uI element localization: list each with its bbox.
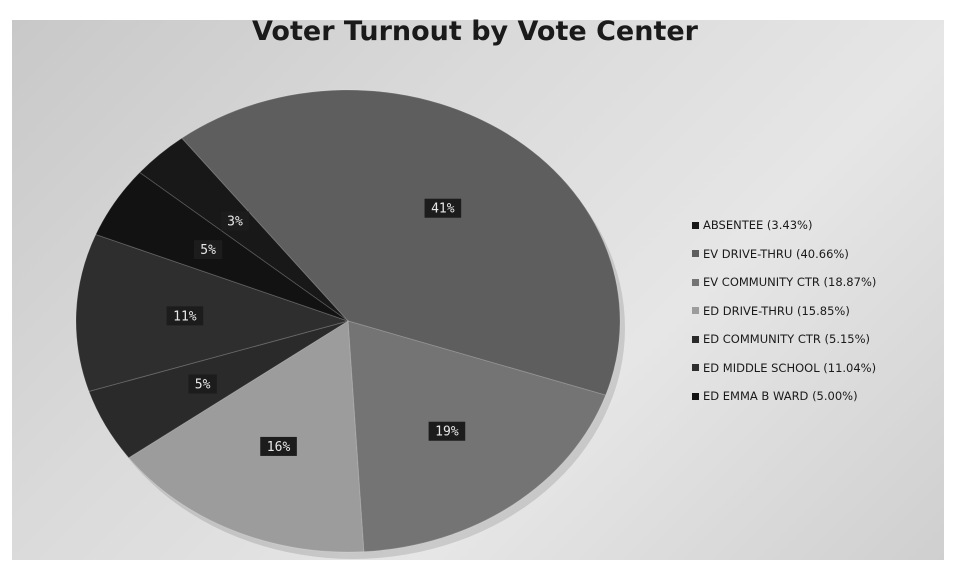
legend-item-absentee: ABSENTEE (3.43%) [692, 211, 942, 240]
svg-text:5%: 5% [195, 377, 211, 392]
data-label-ev-community-ctr: 19% [428, 421, 466, 441]
legend-swatch [692, 221, 699, 229]
data-label-ed-middle-school: 11% [166, 306, 204, 326]
svg-text:5%: 5% [200, 243, 216, 258]
svg-text:16%: 16% [267, 440, 291, 455]
legend-label: ED COMMUNITY CTR (5.15%) [703, 332, 871, 347]
data-label-ed-emma-b-ward: 5% [193, 240, 223, 260]
legend-item-ev-drive-thru: EV DRIVE-THRU (40.66%) [692, 240, 942, 269]
legend-item-ed-middle-school: ED MIDDLE SCHOOL (11.04%) [692, 354, 942, 383]
legend-label: ED EMMA B WARD (5.00%) [703, 389, 858, 404]
data-label-absentee: 3% [220, 211, 250, 231]
svg-text:11%: 11% [173, 309, 197, 324]
legend-swatch [692, 335, 699, 343]
data-label-ev-drive-thru: 41% [424, 198, 462, 218]
legend-label: ABSENTEE (3.43%) [703, 218, 813, 233]
svg-text:19%: 19% [435, 425, 459, 440]
pie-slice-ev-community-ctr [347, 320, 607, 553]
data-label-ed-community-ctr: 5% [188, 374, 217, 394]
chart-title: Voter Turnout by Vote Center [252, 16, 698, 47]
legend-swatch [692, 250, 699, 258]
chart-legend: ABSENTEE (3.43%) EV DRIVE-THRU (40.66%) EV… [692, 211, 942, 411]
legend-swatch [692, 307, 699, 315]
legend-swatch [692, 392, 699, 400]
legend-swatch [692, 364, 699, 372]
data-label-ed-drive-thru: 16% [260, 436, 297, 456]
legend-label: ED MIDDLE SCHOOL (11.04%) [703, 360, 877, 375]
pie-slice-ed-middle-school [75, 233, 350, 393]
svg-text:41%: 41% [431, 202, 455, 217]
legend-label: EV COMMUNITY CTR (18.87%) [703, 275, 877, 290]
legend-item-ed-community-ctr: ED COMMUNITY CTR (5.15%) [692, 325, 942, 354]
pie-slice-ed-community-ctr [88, 320, 349, 459]
pie-slice-ed-drive-thru [127, 320, 365, 553]
legend-item-ev-community-ctr: EV COMMUNITY CTR (18.87%) [692, 268, 942, 297]
legend-swatch [692, 278, 699, 286]
legend-label: ED DRIVE-THRU (15.85%) [703, 303, 850, 318]
legend-item-ed-emma-b-ward: ED EMMA B WARD (5.00%) [692, 382, 942, 411]
pie-slice-ev-drive-thru [181, 89, 621, 396]
legend-label: EV DRIVE-THRU (40.66%) [703, 246, 849, 261]
legend-item-ed-drive-thru: ED DRIVE-THRU (15.85%) [692, 297, 942, 326]
svg-text:3%: 3% [227, 215, 243, 230]
